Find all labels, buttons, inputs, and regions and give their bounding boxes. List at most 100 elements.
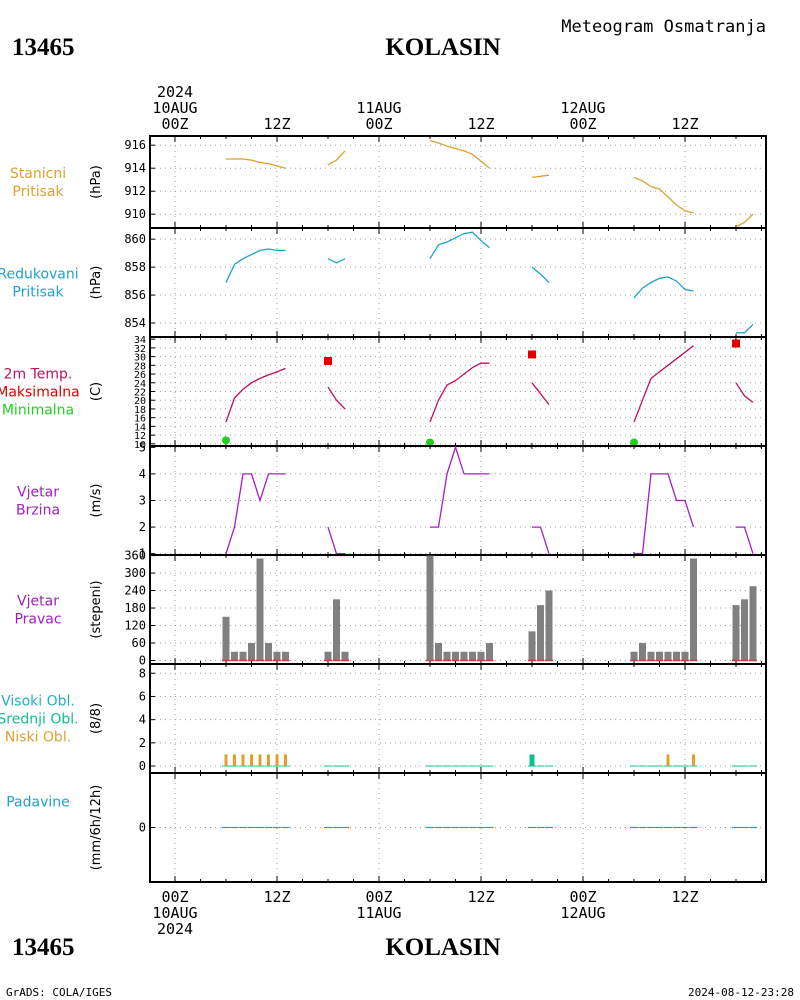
y-tick-label: 912 bbox=[124, 184, 146, 198]
station-id-top: 13465 bbox=[12, 34, 75, 61]
low-cloud-bar bbox=[224, 754, 228, 767]
series-line bbox=[429, 139, 490, 169]
y-axis-unit: (hPa) bbox=[89, 266, 104, 300]
wind-direction-bar bbox=[248, 643, 255, 661]
time-label-bottom: 12Z bbox=[671, 888, 698, 906]
time-label-bottom: 12AUG bbox=[560, 904, 605, 922]
plot-area: 910912914916(hPa)StanicniPritisak8548568… bbox=[0, 83, 767, 938]
wind-direction-bar bbox=[333, 599, 340, 661]
wind-direction-bar bbox=[222, 616, 230, 661]
wind-direction-bar bbox=[265, 643, 272, 661]
y-tick-label: 0 bbox=[139, 821, 146, 835]
wind-direction-bar bbox=[273, 651, 281, 661]
y-tick-label: 10 bbox=[134, 440, 146, 451]
wind-direction-bar bbox=[239, 651, 247, 661]
panel-precipitation: 0 (mm/6h/12h) Padavine bbox=[6, 772, 767, 883]
y-tick-label: 860 bbox=[124, 232, 146, 246]
low-cloud-bar bbox=[275, 754, 279, 767]
y-tick-label: 1 bbox=[139, 547, 146, 561]
panel-label: Brzina bbox=[16, 503, 60, 519]
panel-label: Vjetar bbox=[17, 594, 59, 610]
panel-label: Padavine bbox=[6, 795, 70, 811]
y-axis-unit: (hPa) bbox=[89, 165, 104, 199]
y-tick-label: 30 bbox=[134, 353, 146, 364]
low-cloud-bar bbox=[692, 754, 695, 767]
time-label-top: 00Z bbox=[365, 115, 392, 133]
low-cloud-bar bbox=[267, 754, 270, 767]
series-line bbox=[430, 445, 490, 528]
time-label-bottom: 10AUG bbox=[152, 904, 197, 922]
wind-direction-bar bbox=[630, 651, 638, 661]
tmax-marker bbox=[528, 350, 536, 359]
low-cloud-bar bbox=[666, 754, 670, 767]
y-axis-unit: (8/8) bbox=[89, 703, 104, 734]
panel-station_pressure: 910 912 914 916 (hPa) Stanicni Pritisak bbox=[10, 135, 767, 229]
series-line bbox=[226, 158, 286, 169]
series-line bbox=[735, 213, 754, 228]
series-line bbox=[225, 473, 286, 554]
time-label-bottom: 00Z bbox=[569, 888, 596, 906]
panel-reduced_pressure: 854 856 858 860 (hPa) Redukovani Pritisak bbox=[0, 227, 767, 338]
series-line bbox=[531, 174, 550, 179]
low-cloud-bar bbox=[241, 754, 245, 767]
wind-direction-bar bbox=[690, 558, 697, 661]
series-line bbox=[633, 276, 694, 299]
y-tick-label: 854 bbox=[124, 316, 146, 330]
wind-direction-bar bbox=[656, 651, 663, 661]
y-tick-label: 8 bbox=[139, 666, 146, 680]
wind-direction-bar bbox=[528, 631, 536, 661]
y-tick-label: 0 bbox=[139, 654, 146, 668]
time-label-top: 00Z bbox=[569, 115, 596, 133]
panel-label: Pravac bbox=[14, 612, 61, 628]
wind-direction-bar bbox=[282, 651, 289, 661]
y-tick-label: 910 bbox=[124, 207, 146, 221]
y-tick-label: 22 bbox=[134, 388, 146, 399]
time-label-top: 00Z bbox=[161, 115, 188, 133]
panel-frame bbox=[149, 445, 767, 556]
time-label-bottom: 12Z bbox=[467, 888, 494, 906]
y-tick-label: 5 bbox=[139, 440, 146, 454]
y-axis-unit: (stepeni) bbox=[89, 580, 104, 638]
panel-label: Redukovani bbox=[0, 267, 79, 283]
series-line bbox=[225, 248, 286, 283]
y-tick-label: 60 bbox=[132, 636, 146, 650]
wind-direction-bar bbox=[486, 643, 493, 661]
panel-label: Pritisak bbox=[12, 285, 64, 301]
mid-cloud-bar bbox=[529, 754, 535, 767]
y-tick-label: 180 bbox=[124, 601, 146, 615]
wind-direction-bar bbox=[673, 651, 680, 661]
panel-frame bbox=[149, 227, 767, 338]
panel-label: Stanicni bbox=[10, 166, 66, 182]
product-title: Meteogram Osmatranja bbox=[561, 17, 766, 37]
series-line bbox=[735, 382, 754, 403]
station-name-bottom: KOLASIN bbox=[385, 934, 500, 961]
y-tick-label: 14 bbox=[134, 422, 146, 433]
y-tick-label: 2 bbox=[139, 736, 146, 750]
time-label-top: 12Z bbox=[263, 115, 290, 133]
wind-direction-bar bbox=[681, 651, 689, 661]
wind-direction-bar bbox=[537, 605, 544, 661]
panel-wind_direction: 0 60 120 180 240 300 360 (stepeni) Vjetar Pravac bbox=[14, 549, 767, 668]
y-tick-label: 18 bbox=[134, 405, 146, 416]
y-tick-label: 856 bbox=[124, 288, 146, 302]
panel-label: Visoki Obl. bbox=[1, 694, 75, 710]
series-line bbox=[531, 382, 550, 405]
time-label-bottom: 00Z bbox=[161, 888, 188, 906]
series-line bbox=[633, 345, 694, 423]
wind-direction-bar bbox=[231, 651, 238, 661]
y-tick-label: 20 bbox=[134, 396, 146, 407]
series-line bbox=[327, 150, 346, 166]
tmin-marker bbox=[426, 438, 434, 447]
low-cloud-bar bbox=[233, 754, 236, 767]
footer-credit: GrADS: COLA/IGES bbox=[6, 986, 112, 999]
y-tick-label: 360 bbox=[124, 549, 146, 563]
y-tick-label: 916 bbox=[124, 138, 146, 152]
tmax-marker bbox=[732, 339, 740, 348]
series-line bbox=[736, 323, 754, 334]
series-line bbox=[736, 526, 754, 554]
time-label-bottom: 00Z bbox=[365, 888, 392, 906]
panel-cloud_cover: 0 2 4 6 8 (8/8) Visoki Obl. Srednji Obl. Niski O… bbox=[0, 663, 767, 774]
tmax-marker bbox=[324, 356, 332, 365]
time-label-top: 12AUG bbox=[560, 99, 605, 117]
